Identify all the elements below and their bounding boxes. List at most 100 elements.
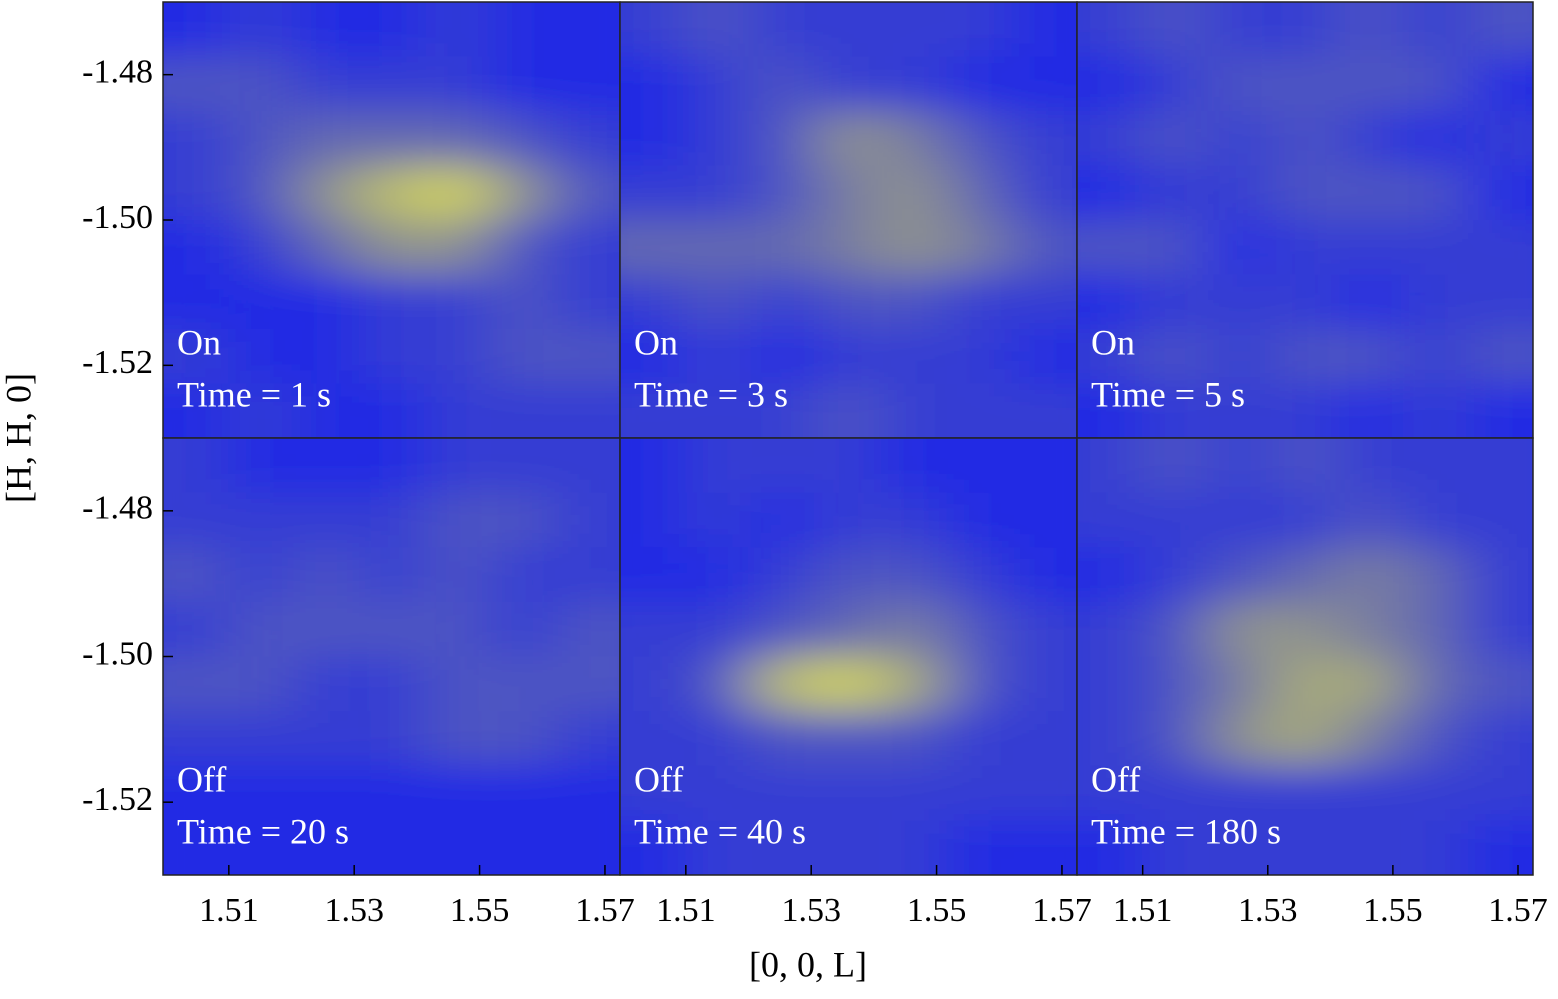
heatmap-cell (1142, 274, 1208, 330)
heatmap-cell (946, 383, 1013, 438)
heatmap-cell (1077, 656, 1143, 712)
heatmap-cell (946, 111, 1013, 166)
heatmap-cell (815, 656, 882, 712)
y-tick-label: -1.48 (82, 490, 153, 527)
heatmap-cell (163, 165, 229, 221)
heatmap-cell (1272, 601, 1339, 657)
heatmap-cell (1011, 329, 1077, 384)
heatmap-cell (750, 56, 817, 112)
heatmap-cell (1337, 274, 1404, 330)
heatmap-cell (1077, 547, 1143, 603)
heatmap-cell (1467, 711, 1533, 767)
heatmap-cell (620, 820, 686, 875)
heatmap-cell (1207, 274, 1273, 330)
heatmap-cell (1337, 438, 1404, 494)
heatmap-cell (424, 438, 490, 494)
heatmap-cell (554, 220, 620, 275)
annotation: Time = 1 s (177, 374, 331, 414)
heatmap-cell (293, 56, 360, 112)
heatmap-cell (1467, 438, 1533, 494)
heatmap-cell (358, 601, 425, 657)
heatmap-cell (163, 111, 229, 166)
heatmap-cell (1207, 601, 1273, 657)
heatmap-cell (1077, 220, 1143, 275)
heatmap-cell (1272, 329, 1339, 384)
heatmap-cell (750, 547, 817, 603)
heatmap-cell (163, 220, 229, 275)
heatmap-cell (228, 165, 295, 221)
heatmap-cell (1272, 547, 1339, 603)
heatmap-cell (358, 329, 425, 384)
heatmap-cell (946, 56, 1013, 112)
heatmap-cell (1402, 820, 1469, 875)
heatmap-cell (815, 765, 882, 821)
panel-frame (1076, 437, 1534, 876)
y-tick-label: -1.52 (82, 344, 153, 381)
heatmap-cell (750, 711, 817, 767)
heatmap-cell (1077, 165, 1143, 221)
heatmap-cell (293, 111, 360, 166)
heatmap-cell (163, 329, 229, 384)
heatmap-cell (489, 329, 556, 384)
x-axis-label: [0, 0, L] (749, 944, 867, 984)
heatmap-cell (1467, 383, 1533, 438)
heatmap-cell (1011, 711, 1077, 767)
heatmap-cell (424, 711, 490, 767)
heatmap-cell (1467, 765, 1533, 821)
heatmap-cell (554, 765, 620, 821)
heatmap-cell (750, 383, 817, 438)
heatmap-cell (293, 274, 360, 330)
heatmap-cell (358, 547, 425, 603)
heatmap-cell (228, 329, 295, 384)
heatmap-cell (1142, 56, 1208, 112)
heatmap-cell (620, 656, 686, 712)
annotation: Off (1091, 759, 1140, 799)
heatmap-cell (750, 165, 817, 221)
heatmap-cell (293, 220, 360, 275)
heatmap-cell (489, 656, 556, 712)
annotation: Off (177, 759, 226, 799)
heatmap-cell (1467, 329, 1533, 384)
heatmap-cell (815, 111, 882, 166)
heatmap-cell (163, 765, 229, 821)
heatmap-cell (1272, 220, 1339, 275)
heatmap-cell (489, 111, 556, 166)
heatmap-cell (815, 2, 882, 57)
heatmap-cell (815, 165, 882, 221)
heatmap-cell (554, 601, 620, 657)
heatmap-cell (1402, 438, 1469, 494)
heatmap-cell (685, 2, 752, 57)
heatmap-cell (1142, 601, 1208, 657)
heatmap-cell (881, 711, 947, 767)
heatmap-cell (424, 111, 490, 166)
heatmap-cell (946, 492, 1013, 548)
heatmap-cell (424, 383, 490, 438)
x-tick-label: 1.57 (1488, 892, 1548, 929)
x-tick-label: 1.55 (907, 892, 967, 929)
heatmap-cell (1337, 656, 1404, 712)
heatmap-cell (1467, 492, 1533, 548)
heatmap-cell (620, 274, 686, 330)
x-tick-label: 1.51 (1113, 892, 1173, 929)
heatmap-cell (1207, 438, 1273, 494)
heatmap-cell (881, 274, 947, 330)
heatmap-cell (554, 111, 620, 166)
heatmap-cell (881, 438, 947, 494)
heatmap-cell (358, 438, 425, 494)
heatmap-cell (620, 220, 686, 275)
heatmap-cell (163, 56, 229, 112)
heatmap-cell (1402, 383, 1469, 438)
heatmap-cell (1272, 2, 1339, 57)
heatmap-cell (685, 165, 752, 221)
heatmap-cell (228, 601, 295, 657)
heatmap-cell (1467, 2, 1533, 57)
heatmap-cell (358, 383, 425, 438)
heatmap-panel (163, 438, 620, 875)
heatmap-cell (1142, 165, 1208, 221)
x-tick-label: 1.53 (324, 892, 384, 929)
heatmap-cell (1142, 711, 1208, 767)
heatmap-cell (424, 547, 490, 603)
heatmap-cell (815, 547, 882, 603)
heatmap-cell (554, 711, 620, 767)
